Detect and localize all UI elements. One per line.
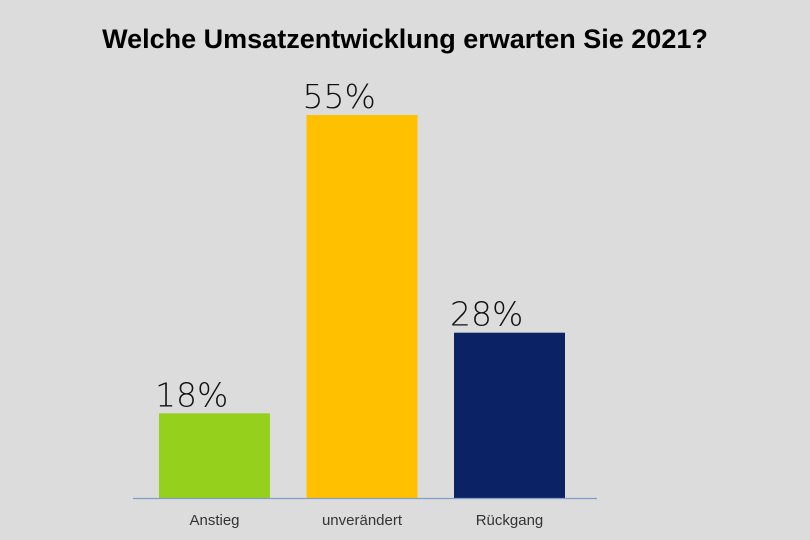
- bar-unverändert: [306, 115, 418, 498]
- category-label: Anstieg: [189, 512, 239, 529]
- bar-rückgang: [454, 332, 565, 498]
- value-label: 18%: [155, 375, 228, 414]
- value-label: 55%: [303, 77, 376, 116]
- category-label: Rückgang: [476, 512, 544, 529]
- chart-title: Welche Umsatzentwicklung erwarten Sie 20…: [102, 24, 708, 54]
- bar-anstieg: [159, 413, 270, 498]
- category-label: unverändert: [322, 512, 403, 529]
- value-label: 28%: [450, 295, 523, 334]
